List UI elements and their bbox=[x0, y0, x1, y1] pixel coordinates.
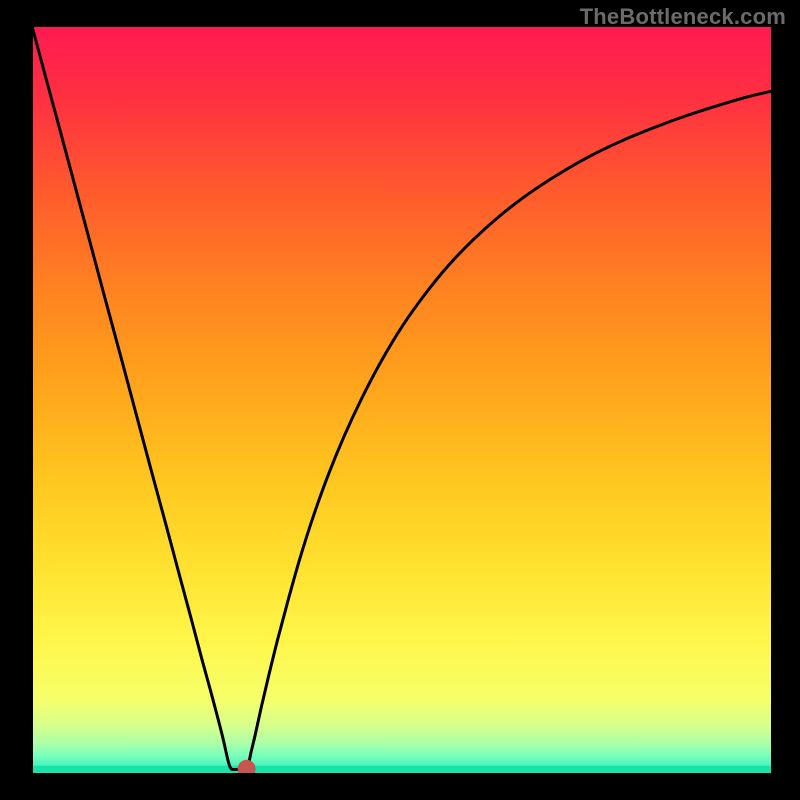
chart-stage: TheBottleneck.com bbox=[0, 0, 800, 800]
chart-svg bbox=[32, 26, 772, 774]
baseline-band bbox=[32, 766, 772, 774]
plot-area bbox=[32, 26, 772, 774]
gradient-background bbox=[32, 26, 772, 774]
watermark-text: TheBottleneck.com bbox=[580, 4, 786, 30]
